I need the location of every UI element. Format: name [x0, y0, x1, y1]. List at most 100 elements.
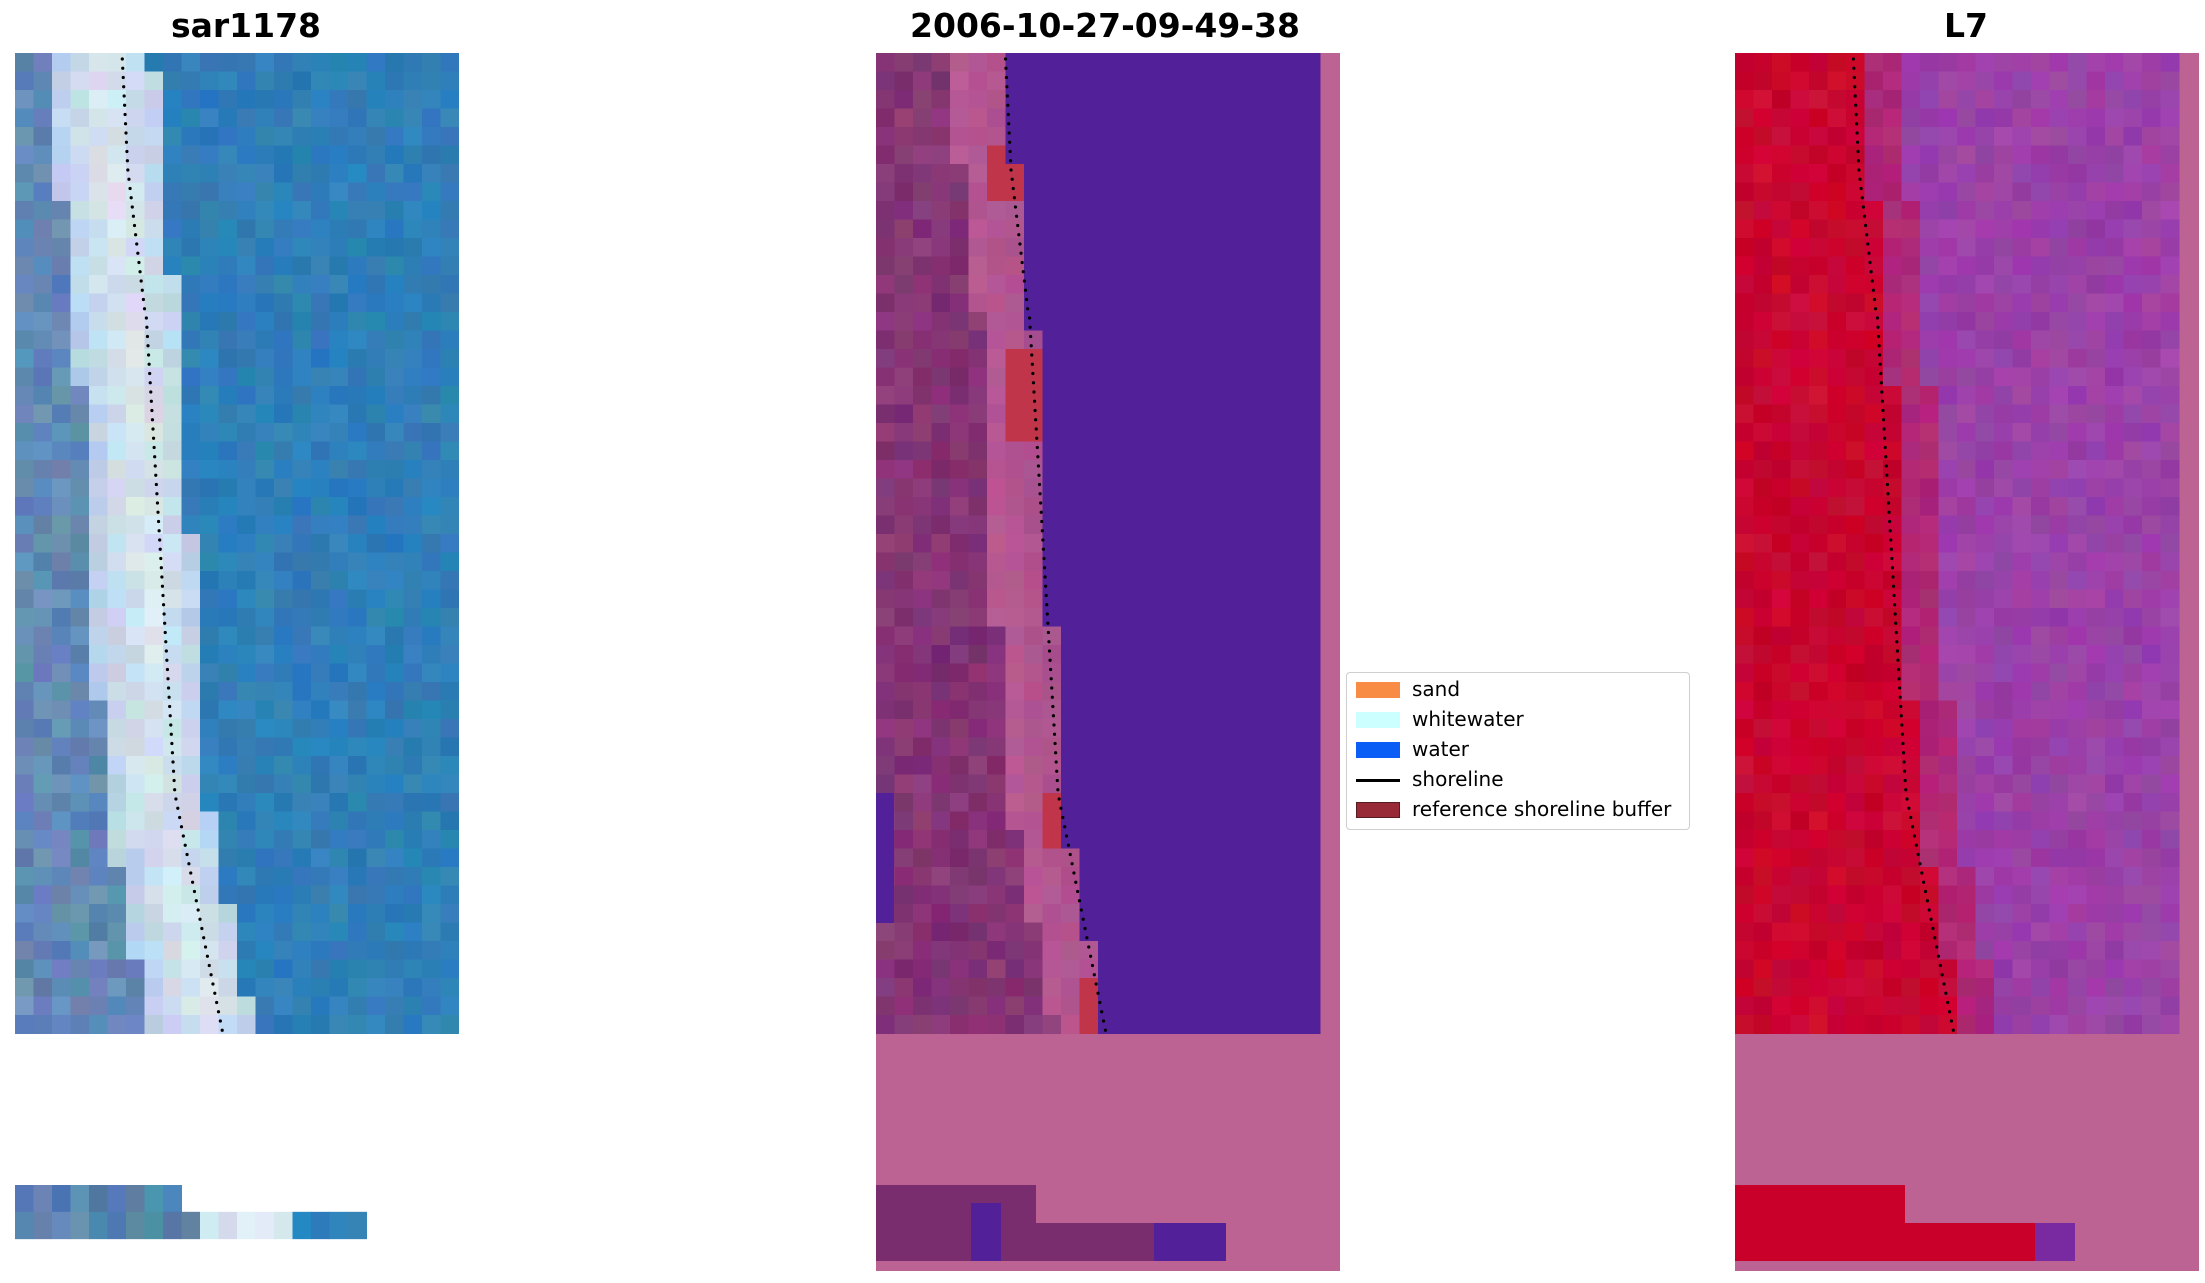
false-color-pixel	[1846, 959, 1865, 979]
false-color-pixel	[2068, 978, 2087, 997]
rgb-pixel	[89, 256, 108, 276]
class-pixel	[1042, 811, 1062, 831]
rgb-pixel	[292, 774, 312, 794]
false-color-pixel	[1994, 441, 2013, 461]
shoreline-point	[1933, 936, 1937, 940]
rgb-pixel	[144, 423, 164, 442]
rgb-pixel	[144, 386, 164, 405]
rgb-pixel	[292, 164, 312, 183]
class-pixel	[1024, 830, 1043, 849]
false-color-pixel	[2012, 867, 2032, 886]
false-color-pixel	[1735, 90, 1754, 109]
rgb-pixel	[107, 478, 127, 498]
class-pixel	[987, 959, 1006, 979]
rgb-pixel	[163, 737, 182, 757]
rgb-pixel	[385, 330, 404, 350]
false-color-pixel	[2160, 978, 2180, 997]
rgb-pixel	[163, 756, 182, 775]
class-pixel	[1024, 1015, 1043, 1034]
false-color-pixel	[1864, 312, 1884, 331]
false-color-pixel	[1772, 293, 1791, 313]
false-color-pixel	[2068, 515, 2087, 535]
rgb-pixel	[348, 423, 367, 442]
class-pixel	[1227, 238, 1247, 257]
rgb-pixel	[311, 127, 330, 146]
rgb-pixel	[403, 90, 423, 109]
class-pixel	[913, 978, 932, 997]
false-color-pixel	[2142, 608, 2161, 627]
class-pixel	[1227, 330, 1247, 350]
class-pixel	[1005, 922, 1025, 942]
rgb-pixel	[255, 589, 275, 609]
false-color-pixel	[1772, 756, 1791, 775]
rgb-pixel	[52, 182, 71, 202]
rgb-pixel	[274, 460, 293, 479]
shoreline-point	[1076, 889, 1080, 894]
class-pixel	[1301, 552, 1321, 572]
false-color-pixel	[2031, 534, 2050, 553]
false-color-pixel	[1901, 959, 1921, 979]
false-color-pixel	[1772, 1015, 1791, 1034]
rgb-pixel	[70, 404, 90, 424]
class-pixel	[1079, 830, 1099, 849]
rgb-pixel	[107, 460, 127, 479]
class-pixel	[931, 423, 951, 442]
false-color-pixel	[1846, 793, 1865, 812]
rgb-pixel	[329, 571, 349, 590]
class-pixel	[950, 201, 969, 220]
rgb-pixel	[329, 53, 349, 72]
rgb-pixel	[200, 145, 219, 165]
rgb-pixel	[311, 867, 330, 886]
false-color-pixel	[2160, 367, 2180, 387]
false-color-pixel	[2012, 534, 2032, 553]
rgb-pixel	[255, 700, 275, 720]
rgb-pixel	[15, 367, 34, 387]
class-pixel	[876, 53, 895, 72]
false-color-pixel	[2123, 756, 2143, 775]
class-pixel	[1227, 571, 1247, 590]
rgb-pixel	[107, 145, 127, 165]
rgb-pixel	[366, 904, 386, 923]
rgb-pixel	[274, 515, 293, 535]
shoreline-point	[1899, 714, 1903, 718]
shoreline-point	[1021, 270, 1025, 274]
rgb-pixel	[274, 552, 293, 572]
false-color-pixel	[2012, 404, 2032, 424]
false-color-pixel	[2123, 275, 2143, 294]
class-pixel	[913, 164, 932, 183]
false-color-pixel	[2031, 682, 2050, 701]
rgb-pixel	[33, 127, 53, 146]
rgb-pixel	[292, 90, 312, 109]
false-color-pixel	[2068, 330, 2087, 350]
false-color-pixel	[1883, 423, 1902, 442]
class-pixel	[876, 774, 895, 794]
rgb-pixel	[274, 534, 293, 553]
false-color-pixel	[2105, 330, 2124, 350]
rgb-pixel	[329, 552, 349, 572]
class-pixel	[1153, 959, 1173, 979]
false-color-pixel	[1994, 404, 2013, 424]
false-color-image-panel	[1735, 53, 2199, 1271]
false-color-pixel	[2142, 330, 2161, 350]
false-color-pixel	[1827, 386, 1847, 405]
rgb-pixel	[329, 460, 349, 479]
rgb-pixel	[385, 552, 404, 572]
rgb-pixel	[329, 478, 349, 498]
class-pixel	[1042, 367, 1062, 387]
rgb-pixel	[163, 571, 182, 590]
class-pixel	[876, 441, 895, 461]
class-pixel	[1301, 811, 1321, 831]
false-color-pixel	[1790, 737, 1810, 757]
false-color-pixel	[1920, 256, 1939, 276]
rgb-pixel	[89, 404, 108, 424]
rgb-pixel	[329, 275, 349, 294]
false-color-pixel	[2142, 164, 2161, 183]
class-pixel	[1246, 404, 1265, 424]
class-pixel	[1301, 182, 1321, 202]
false-color-pixel	[1735, 349, 1754, 368]
class-pixel	[1190, 1015, 1210, 1034]
class-pixel	[1264, 848, 1284, 868]
class-pixel	[894, 867, 914, 886]
rgb-pixel	[107, 608, 127, 627]
class-pixel	[968, 719, 988, 738]
